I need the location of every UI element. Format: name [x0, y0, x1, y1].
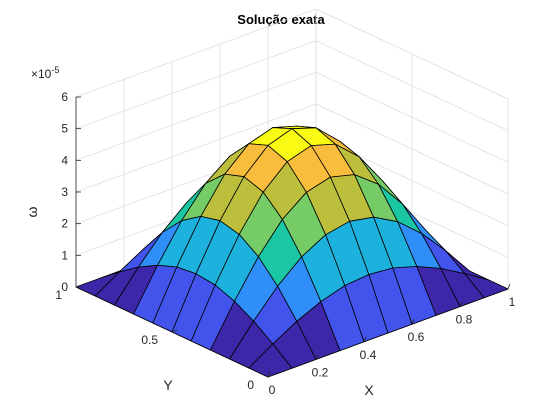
x-tick-mark: [411, 319, 415, 325]
x-tick-mark: [267, 371, 271, 378]
z-tick-label: 5: [61, 122, 68, 136]
y-tick-mark: [171, 329, 178, 333]
x-tick-label: 0.8: [456, 313, 473, 327]
x-tick-mark: [363, 336, 367, 342]
x-tick-label: 0.6: [408, 330, 425, 344]
grid-line: [75, 72, 317, 161]
x-tick-label: 0: [269, 383, 276, 397]
x-tick-label: 1: [509, 295, 516, 309]
z-tick-label: 6: [61, 90, 68, 104]
z-axis-label: ω: [24, 206, 40, 217]
z-tick-label: 3: [61, 185, 68, 199]
x-tick-mark: [459, 301, 463, 307]
x-axis-label: X: [364, 382, 374, 398]
z-tick-label: 1: [61, 248, 68, 262]
x-tick-label: 0.4: [360, 348, 377, 362]
z-tick-label: 2: [61, 217, 68, 231]
y-tick-mark: [75, 284, 82, 288]
z-tick-label: 0: [61, 280, 68, 294]
surface-mesh: [75, 125, 509, 378]
grid-line: [75, 103, 317, 193]
x-tick-label: 0.2: [312, 365, 329, 379]
x-tick-mark: [507, 283, 511, 290]
y-tick-label: 0: [247, 378, 254, 392]
grid-line: [75, 40, 317, 129]
z-tick-label: 4: [61, 153, 68, 167]
y-tick-mark: [267, 374, 274, 378]
y-axis-label: Y: [163, 377, 173, 393]
y-tick-label: 1: [55, 288, 62, 302]
z-exponent-label: ×10-5: [31, 65, 59, 81]
chart-title: Solução exata: [237, 12, 325, 27]
grid-line: [75, 8, 317, 98]
x-tick-mark: [315, 354, 319, 360]
surface-patch: [248, 343, 293, 378]
y-tick-label: 0.5: [141, 333, 158, 347]
